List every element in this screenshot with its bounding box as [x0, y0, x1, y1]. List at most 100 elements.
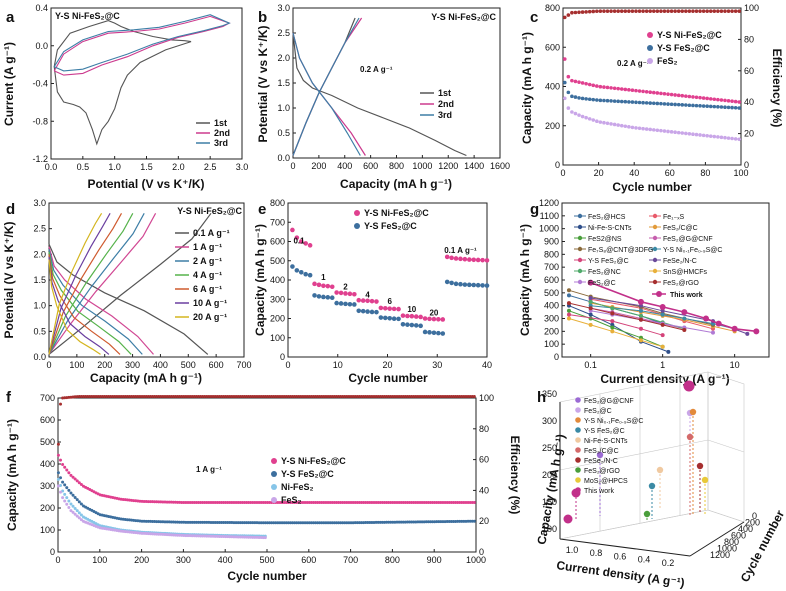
efficiency-point-c [680, 9, 685, 13]
legend-g-label: SnS@HMCFs [663, 269, 708, 276]
rate-point-FeS₂@rGO [566, 301, 571, 306]
y-tick-label-h: 250 [542, 443, 557, 453]
capacity-point-Y-S FeS₂@C [167, 520, 171, 524]
capacity-point-Y-S FeS₂@C [449, 520, 453, 524]
efficiency-point-f [295, 394, 299, 398]
rate-point-FeSe₂/N-C [745, 331, 750, 336]
y-tick-label-e: 500 [270, 256, 285, 266]
y-tick-label-g: 200 [544, 326, 559, 336]
efficiency-point-f [161, 394, 165, 398]
efficiency-point-f [399, 394, 403, 398]
efficiency-point-f [92, 394, 96, 398]
rate-point-FeS₂@rGO [588, 306, 593, 311]
x-tick-label-e: 20 [382, 360, 392, 370]
efficiency-point-f [391, 394, 395, 398]
efficiency-point-f [336, 394, 340, 398]
capacity-point-FeS₂ [637, 126, 642, 131]
capacity-point-Y-S FeS₂@C [659, 101, 663, 106]
rate-point-Y-S Ni₀.₁Fe₀.₉S@C [682, 316, 687, 321]
rate-point-Y-S Ni-FeS₂@C [312, 281, 317, 287]
panel-label-g: g [530, 201, 539, 218]
capacity-point-Y-S Ni-FeS₂@C [69, 473, 73, 477]
efficiency-point-c [705, 9, 709, 13]
capacity-point-Y-S FeS₂@C [203, 520, 207, 524]
y-tick-label-b: 1.0 [277, 103, 290, 113]
efficiency-point-f [79, 394, 83, 398]
efficiency-point-f [259, 394, 263, 398]
legend-f-label: Y-S Ni-FeS₂@C [281, 456, 346, 466]
capacity-point-FeS₂ [716, 135, 720, 139]
capacity-point-Y-S FeS₂@C [684, 103, 688, 107]
capacity-point-Y-S Ni-FeS₂@C [364, 501, 368, 504]
rate-point-Y-S Ni-FeS₂@C [321, 283, 326, 289]
capacity-point-Y-S FeS₂@C [730, 105, 734, 110]
rate-point-Y-S FeS₂@C [391, 316, 397, 321]
capacity-point-Y-S FeS₂@C [385, 520, 389, 524]
rate-point-This work [587, 279, 594, 286]
capacity-point-Y-S FeS₂@C [566, 90, 571, 95]
y-tick-label-b: 0.5 [277, 128, 290, 138]
capacity-point-Y-S Ni-FeS₂@C [439, 501, 443, 504]
capacity-point-FeS₂ [737, 137, 742, 142]
capacity-point-Y-S Ni-FeS₂@C [165, 500, 169, 504]
legend-g-swatch [577, 246, 583, 252]
x-tick-label-h: 0.8 [590, 548, 603, 558]
capacity-point-Y-S FeS₂@C [441, 520, 445, 524]
capacity-point-Y-S FeS₂@C [439, 520, 443, 524]
capacity-point-Y-S FeS₂@C [662, 102, 667, 106]
efficiency-point-f [414, 394, 418, 398]
capacity-point-FeS₂ [203, 534, 207, 538]
efficiency-point-f [374, 394, 378, 398]
capacity-point-Y-S FeS₂@C [426, 520, 430, 524]
capacity-point-Y-S FeS₂@C [577, 96, 581, 100]
legend-g-swatch [652, 268, 658, 274]
y-tick-label-g: 500 [544, 288, 559, 298]
capacity-point-FeS₂ [234, 535, 238, 539]
capacity-point-Y-S Ni-FeS₂@C [176, 500, 180, 504]
efficiency-point-f [265, 394, 269, 398]
capacity-point-Y-S Ni-FeS₂@C [655, 91, 660, 95]
capacity-point-Y-S FeS₂@C [207, 520, 211, 524]
capacity-point-Y-S Ni-FeS₂@C [171, 500, 175, 504]
y-tick-label-g: 1000 [539, 224, 559, 234]
rate-point-Y-S Ni-FeS₂@C [382, 305, 388, 311]
efficiency-point-f [349, 394, 353, 398]
capacity-point-Y-S Ni-FeS₂@C [182, 501, 186, 504]
y-axis-label-g: Capacity (mA h g⁻¹) [518, 224, 532, 336]
capacity-point-Y-S Ni-FeS₂@C [659, 91, 663, 96]
capacity-point-Y-S FeS₂@C [236, 521, 240, 525]
capacity-point-FeS₂ [230, 535, 234, 539]
rate-point-Y-S FeS₂@C [480, 283, 485, 288]
y-tick-label-f: 100 [40, 525, 55, 535]
rate-label-e: 0.1 A g⁻¹ [444, 246, 477, 255]
capacity-point-Y-S FeS₂@C [698, 104, 702, 108]
capacity-point-FeS₂ [188, 534, 192, 538]
y-tick-label-a: -0.8 [32, 116, 48, 126]
capacity-point-Y-S Ni-FeS₂@C [456, 501, 460, 504]
capacity-point-Y-S Ni-FeS₂@C [65, 468, 69, 472]
legend-c-label: FeS₂ [657, 56, 678, 66]
capacity-point-Y-S Ni-FeS₂@C [320, 501, 324, 504]
efficiency-point-c [694, 9, 699, 13]
rate-point-Y-S Ni-FeS₂@C [360, 298, 366, 303]
data-sphere-MoS₂@HPCS [701, 476, 709, 484]
x-axis-label-c: Cycle number [612, 180, 692, 194]
y2-tick-label-c: 60 [744, 66, 754, 76]
efficiency-point-c [584, 10, 588, 14]
capacity-point-FeS₂ [566, 106, 571, 110]
annotation-c: 0.2 A g⁻¹ [617, 59, 650, 68]
efficiency-point-c [684, 9, 688, 13]
legend-g-swatch [577, 235, 583, 241]
z-tick-label-h: 200 [745, 518, 760, 528]
capacity-point-Y-S FeS₂@C [199, 520, 203, 524]
legend-g-swatch [652, 279, 658, 285]
rate-point-Y-S Ni-FeS₂@C [387, 306, 393, 311]
legend-c-swatch [647, 58, 653, 64]
z-tick-label-h: 0 [752, 511, 757, 521]
capacity-point-Y-S FeS₂@C [562, 80, 567, 85]
x-tick-label-h: 0.6 [614, 551, 627, 561]
efficiency-point-f [433, 394, 437, 398]
efficiency-point-f [309, 394, 313, 398]
efficiency-point-f [284, 394, 288, 398]
capacity-point-Y-S Ni-FeS₂@C [701, 96, 706, 100]
